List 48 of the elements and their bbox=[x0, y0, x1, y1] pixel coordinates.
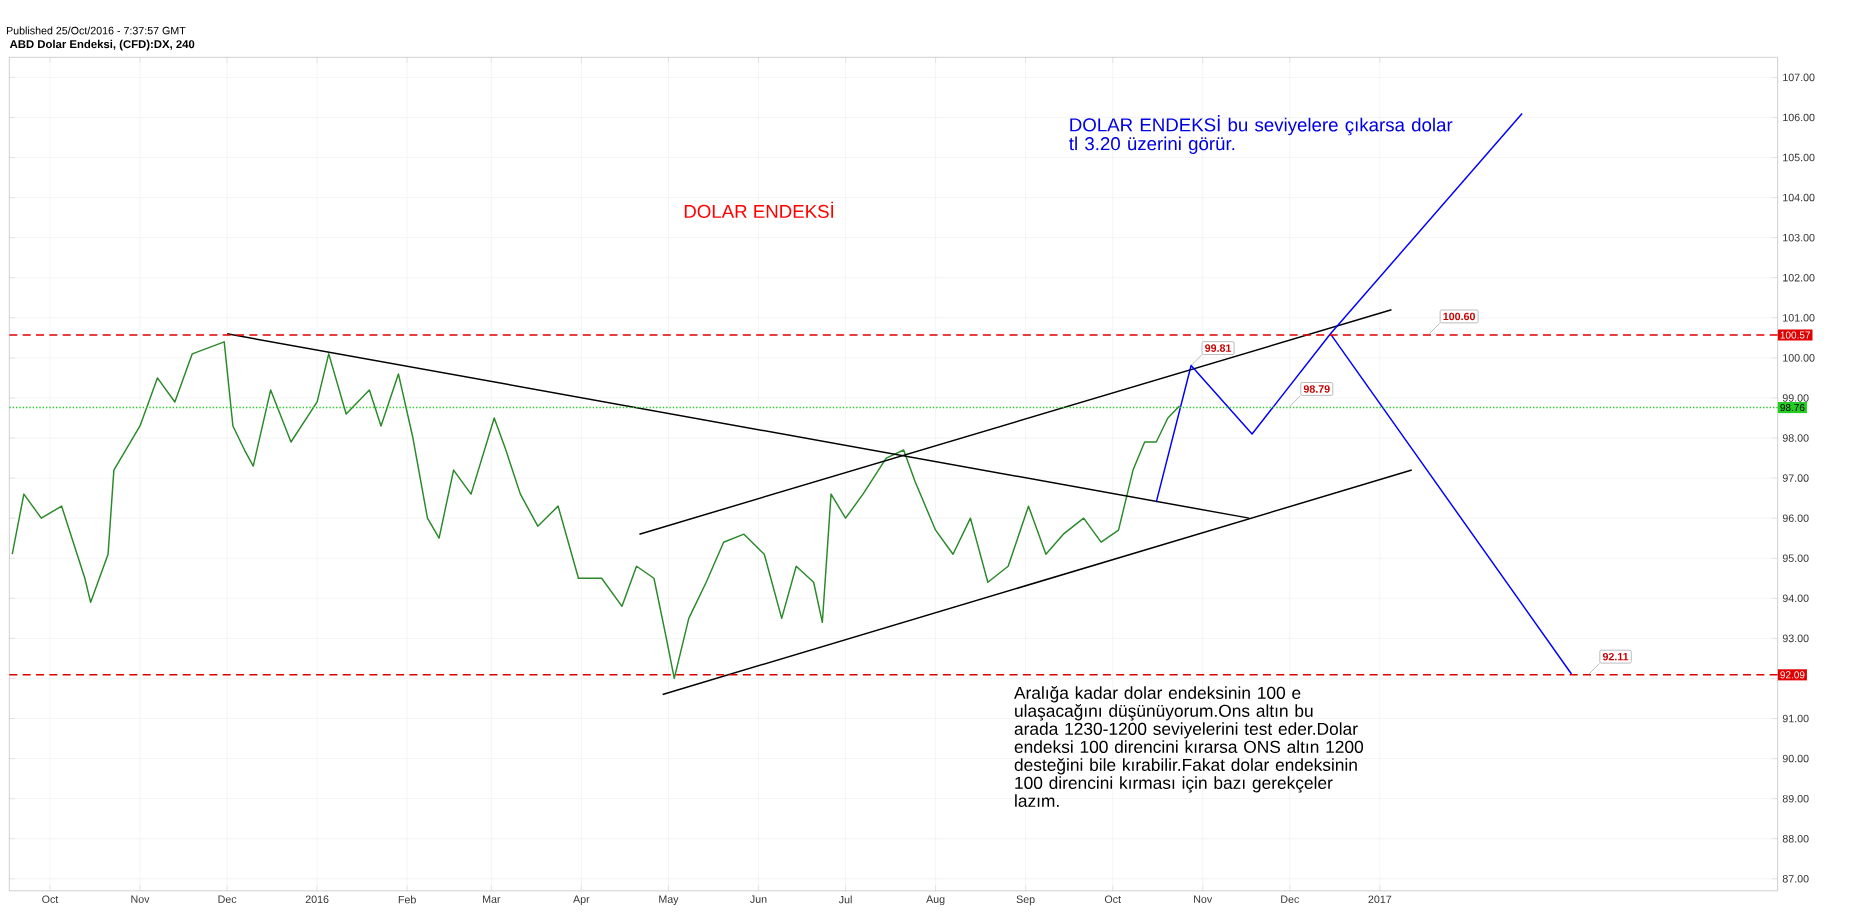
y-tick-label: 107.00 bbox=[1783, 73, 1815, 82]
x-tick-label: Feb bbox=[398, 895, 416, 904]
ref-line-label: 100.57 bbox=[1780, 331, 1810, 339]
y-tick-label: 95.00 bbox=[1782, 554, 1809, 562]
y-tick-label: 101.00 bbox=[1783, 313, 1815, 322]
y-tick-label: 104.00 bbox=[1783, 193, 1815, 202]
x-tick-label: Aug bbox=[926, 895, 945, 906]
annotation: DOLAR ENDEKSİ bu seviyelere çıkarsa dolar tl 3.20 üzerini görür. bbox=[1069, 115, 1453, 154]
x-tick-label: Apr bbox=[573, 895, 590, 906]
y-tick-label: 100.00 bbox=[1783, 354, 1815, 362]
text: Published 25/Oct/2016 - 7:37:57 GMT bbox=[6, 26, 186, 35]
x-tick-label: Nov bbox=[1194, 895, 1213, 903]
annotation: 99.81 bbox=[1205, 344, 1232, 352]
x-tick-label: Dec bbox=[218, 895, 237, 903]
annotation: 98.79 bbox=[1303, 385, 1330, 393]
y-tick-label: 97.00 bbox=[1782, 474, 1809, 482]
x-tick-label: Dec bbox=[1281, 895, 1300, 903]
y-tick-label: 91.00 bbox=[1782, 714, 1809, 723]
y-tick-label: 102.00 bbox=[1783, 273, 1815, 282]
y-tick-label: 105.00 bbox=[1783, 153, 1815, 162]
y-tick-label: 88.00 bbox=[1782, 834, 1809, 843]
y-tick-label: 93.00 bbox=[1782, 634, 1809, 643]
y-tick-label: 106.00 bbox=[1783, 113, 1815, 122]
y-tick-label: 90.00 bbox=[1782, 754, 1809, 763]
y-tick-label: 99.00 bbox=[1782, 394, 1809, 402]
x-tick-label: Jun bbox=[750, 895, 767, 903]
x-tick-label: May bbox=[659, 895, 679, 906]
x-tick-label: Sep bbox=[1016, 895, 1035, 906]
y-tick-label: 96.00 bbox=[1782, 514, 1809, 522]
y-tick-label: 103.00 bbox=[1783, 233, 1815, 242]
x-tick-label: Mar bbox=[483, 895, 501, 903]
x-tick-label: 2017 bbox=[1368, 895, 1392, 904]
y-tick-label: 87.00 bbox=[1782, 874, 1809, 883]
x-tick-label: Oct bbox=[42, 895, 59, 904]
y-tick-label: 98.00 bbox=[1782, 434, 1809, 442]
annotation: DOLAR ENDEKSİ bbox=[684, 201, 834, 218]
ref-line-label: 98.76 bbox=[1780, 403, 1805, 412]
x-tick-label: 2016 bbox=[305, 895, 329, 904]
x-tick-label: Jul bbox=[838, 895, 852, 904]
annotation: 92.11 bbox=[1602, 652, 1629, 661]
annotation: Aralığa kadar dolar endeksinin 100 e ulaşacağını düşünüyorum.Ons altın bu arada 1230-1200 seviyelerini test eder.Dolar endeksi 100 direncini kırarsa ONS altın 1200 desteğini bile kırabilir.Fakat dolar endeksinin 100 direncini kırması için bazı gerekçeler lazım. bbox=[1014, 685, 1364, 807]
annotation: 100.60 bbox=[1443, 312, 1475, 321]
ref-line-label: 92.09 bbox=[1780, 671, 1805, 679]
x-tick-label: Oct bbox=[1104, 895, 1121, 904]
chart-title: ABD Dolar Endeksi, (CFD):DX, 240 bbox=[9, 39, 195, 51]
y-tick-label: 89.00 bbox=[1782, 794, 1809, 803]
x-tick-label: Nov bbox=[131, 895, 150, 903]
y-tick-label: 94.00 bbox=[1782, 594, 1809, 602]
